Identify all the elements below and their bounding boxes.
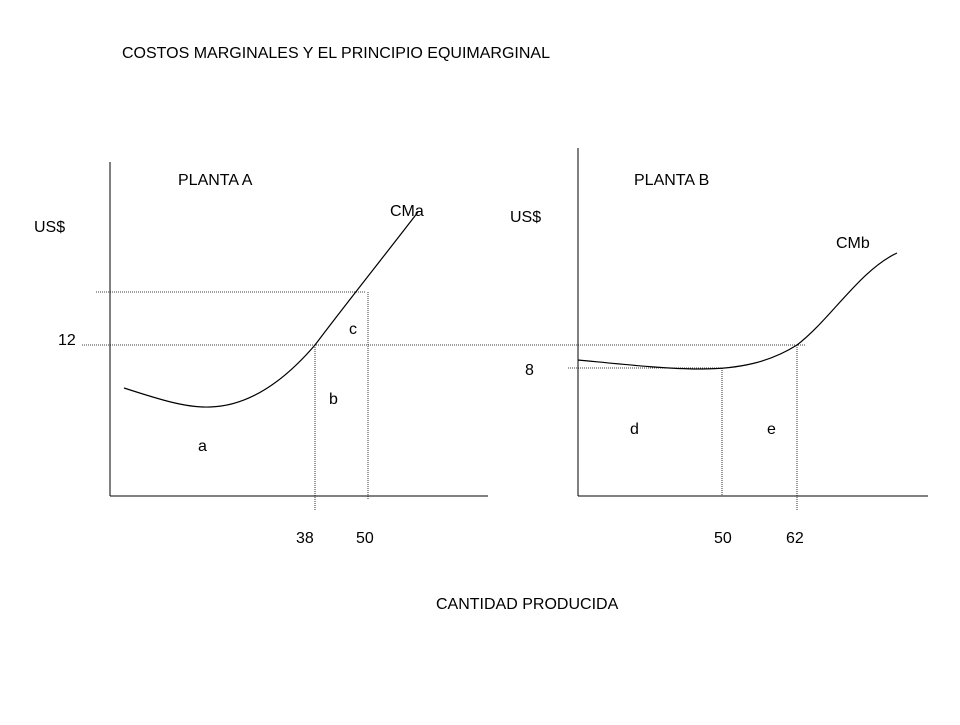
plant-a-label: PLANTA A	[178, 172, 253, 189]
plant-a-y-label: US$	[34, 219, 65, 236]
plant-a-panel: PLANTA A US$ CMa 12 38 50 a b c	[34, 162, 488, 547]
area-c-label: c	[349, 321, 357, 338]
plant-b-y-label: US$	[510, 209, 541, 226]
plant-a-curve-label: CMa	[390, 203, 424, 220]
area-d-label: d	[630, 421, 639, 438]
area-e-label: e	[767, 421, 776, 438]
cmb-curve	[577, 252, 898, 370]
x-axis-label: CANTIDAD PRODUCIDA	[436, 596, 619, 613]
area-a-label: a	[198, 438, 207, 455]
plant-a-x-tick-1: 38	[296, 530, 314, 547]
cma-curve	[123, 211, 419, 408]
plant-b-y-tick: 8	[525, 362, 534, 379]
area-b-label: b	[329, 391, 338, 408]
plant-a-x-tick-2: 50	[356, 530, 374, 547]
plant-b-label: PLANTA B	[634, 172, 709, 189]
plant-b-x-tick-1: 50	[714, 530, 732, 547]
plant-b-x-tick-2: 62	[786, 530, 804, 547]
diagram-title: COSTOS MARGINALES Y EL PRINCIPIO EQUIMAR…	[122, 45, 550, 62]
plant-a-y-tick: 12	[58, 332, 76, 349]
plant-b-curve-label: CMb	[836, 235, 870, 252]
plant-b-panel: PLANTA B US$ CMb 8 50 62 d e	[510, 148, 928, 547]
